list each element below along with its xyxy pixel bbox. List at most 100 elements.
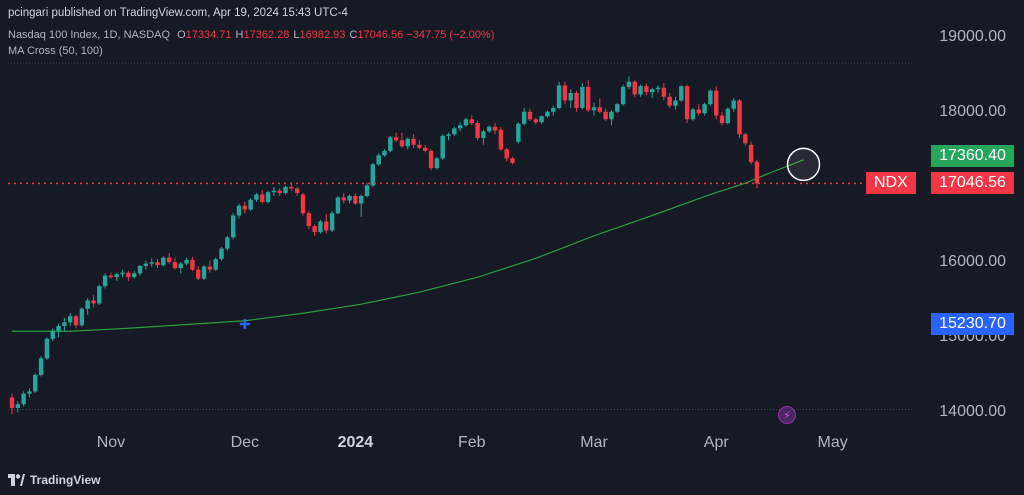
candle-body	[609, 111, 614, 120]
candle	[632, 80, 637, 97]
candle	[248, 198, 253, 211]
candle-body	[329, 213, 335, 231]
ohlc-label: O	[177, 29, 186, 41]
candle	[73, 314, 79, 329]
x-tick-label: Feb	[457, 434, 486, 451]
candle-body	[376, 155, 381, 165]
candle-body	[15, 404, 21, 408]
candle	[556, 81, 562, 110]
candle	[457, 122, 463, 132]
candle-body	[225, 237, 230, 249]
candle-body	[562, 85, 568, 101]
candle-body	[446, 134, 451, 136]
candle	[85, 298, 90, 315]
candle	[434, 156, 440, 170]
candle-body	[21, 393, 26, 405]
candle-body	[236, 205, 242, 216]
candle-body	[324, 221, 329, 231]
candle-body	[492, 126, 498, 131]
candle-body	[44, 338, 50, 359]
candle	[719, 111, 725, 126]
indicator-legend[interactable]: MA Cross (50, 100)	[8, 45, 103, 57]
candle-body	[684, 86, 690, 120]
candle-body	[545, 111, 550, 117]
x-tick-label: Apr	[703, 434, 729, 451]
candle-body	[504, 149, 509, 159]
ma-line	[12, 159, 804, 332]
ohlc-label: L	[293, 29, 300, 41]
ohlc-label: H	[235, 29, 244, 41]
candle	[236, 203, 242, 219]
y-tick-label: 14000.00	[939, 403, 1006, 421]
candle	[324, 213, 329, 234]
candle-body	[271, 190, 277, 193]
ohlc-value: 16982.93	[299, 29, 346, 41]
symbol-legend[interactable]: Nasdaq 100 Index, 1D, NASDAQ O17334.71 H1…	[8, 28, 494, 42]
candle	[97, 284, 102, 305]
ma-price-tag: 17360.40	[931, 144, 1014, 167]
candle	[9, 393, 15, 414]
candle	[329, 210, 335, 233]
candle-body	[126, 272, 131, 278]
candle-body	[393, 137, 399, 141]
candle	[260, 189, 265, 204]
candle-body	[725, 108, 731, 124]
candle	[446, 132, 451, 141]
candle	[498, 126, 504, 151]
candle-body	[335, 197, 341, 214]
symbol-tag: NDX	[866, 172, 916, 195]
candle	[335, 195, 341, 214]
candle-body	[33, 374, 38, 392]
candle	[539, 115, 544, 124]
candle-body	[341, 197, 346, 201]
candle-body	[696, 109, 701, 114]
candle-body	[516, 123, 521, 142]
candle	[161, 256, 166, 267]
candle	[585, 80, 591, 112]
candle-body	[644, 86, 649, 93]
candle	[463, 117, 469, 127]
candle-body	[382, 150, 387, 156]
candle	[731, 98, 736, 112]
candle	[33, 373, 38, 393]
x-tick-label: Nov	[96, 434, 126, 451]
candle	[481, 129, 486, 145]
candle-body	[102, 275, 108, 287]
candle-body	[603, 111, 608, 120]
candle-body	[539, 116, 544, 123]
candle-body	[62, 322, 67, 327]
candle	[172, 257, 178, 270]
candle-body	[754, 161, 760, 184]
lightning-icon[interactable]: ⚡	[778, 406, 796, 424]
candle	[504, 147, 509, 162]
candle	[91, 295, 96, 308]
candle	[166, 253, 172, 264]
candle-body	[97, 286, 102, 304]
candle-body	[650, 89, 655, 93]
candle-body	[591, 107, 597, 111]
candle	[283, 185, 288, 195]
candle-body	[190, 259, 195, 270]
candle-body	[120, 272, 125, 275]
candle-body	[265, 192, 271, 202]
candle	[38, 356, 44, 377]
candle	[68, 313, 73, 327]
candle-body	[306, 213, 312, 227]
candle	[277, 188, 282, 196]
candle	[737, 98, 742, 139]
candle-body	[312, 226, 317, 233]
candle	[399, 132, 405, 148]
candle-body	[632, 81, 637, 95]
candle-body	[638, 86, 643, 95]
candle	[684, 84, 690, 124]
ohlc-value: 17334.71	[185, 29, 232, 41]
candle	[638, 84, 643, 97]
candle	[591, 102, 597, 116]
candle-body	[574, 92, 579, 108]
candle-body	[737, 100, 742, 135]
candle	[754, 159, 760, 189]
candle-body	[9, 397, 15, 408]
footer-brand[interactable]: TradingView	[8, 471, 100, 489]
candle-body	[661, 87, 667, 97]
